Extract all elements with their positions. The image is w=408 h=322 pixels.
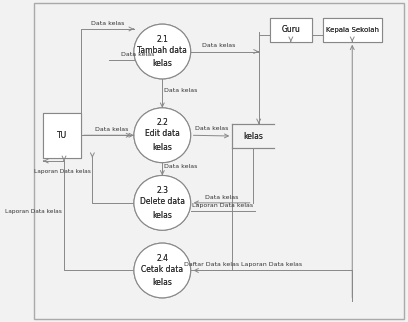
Text: Data kelas: Data kelas <box>121 52 154 57</box>
Bar <box>323 18 381 42</box>
Ellipse shape <box>134 243 191 298</box>
Text: Laporan Data kelas: Laporan Data kelas <box>33 169 91 174</box>
Text: Data kelas: Data kelas <box>95 127 128 132</box>
Text: Data kelas: Data kelas <box>164 88 197 93</box>
Bar <box>270 18 312 42</box>
Ellipse shape <box>134 24 191 79</box>
Text: 2.4: 2.4 <box>156 254 168 263</box>
Text: TU: TU <box>57 131 67 140</box>
Text: 2.3: 2.3 <box>156 186 168 195</box>
Text: Guru: Guru <box>282 25 300 34</box>
Text: kelas: kelas <box>152 278 172 287</box>
Ellipse shape <box>134 175 191 230</box>
Text: Guru: Guru <box>282 25 300 34</box>
Text: Tambah data: Tambah data <box>137 46 187 55</box>
Ellipse shape <box>134 108 191 163</box>
Text: 2.4: 2.4 <box>156 254 168 263</box>
Text: kelas: kelas <box>243 132 263 140</box>
Bar <box>43 113 81 158</box>
Text: 2.1: 2.1 <box>156 35 168 44</box>
Ellipse shape <box>134 24 191 79</box>
Text: 2.3: 2.3 <box>156 186 168 195</box>
Text: Cetak data: Cetak data <box>141 265 183 274</box>
Text: Cetak data: Cetak data <box>141 265 183 274</box>
Text: Edit data: Edit data <box>145 129 180 138</box>
Text: kelas: kelas <box>152 211 172 220</box>
Ellipse shape <box>134 108 191 163</box>
Text: Laporan Data kelas: Laporan Data kelas <box>192 204 253 209</box>
Text: TU: TU <box>57 131 67 140</box>
Text: 2.2: 2.2 <box>156 118 168 128</box>
Text: Data kelas: Data kelas <box>205 194 239 200</box>
Text: Kepala Sekolah: Kepala Sekolah <box>326 27 379 33</box>
Text: kelas: kelas <box>152 211 172 220</box>
Bar <box>43 113 81 158</box>
Text: Data kelas: Data kelas <box>91 21 124 26</box>
Text: Edit data: Edit data <box>145 129 180 138</box>
Text: 2.1: 2.1 <box>156 35 168 44</box>
Text: kelas: kelas <box>152 59 172 68</box>
Ellipse shape <box>134 175 191 230</box>
Text: Data kelas: Data kelas <box>202 43 236 48</box>
Text: kelas: kelas <box>152 278 172 287</box>
Ellipse shape <box>134 243 191 298</box>
Text: kelas: kelas <box>152 143 172 152</box>
Text: Laporan Data kelas: Laporan Data kelas <box>241 262 302 267</box>
Text: kelas: kelas <box>243 132 263 140</box>
Text: Laporan Data kelas: Laporan Data kelas <box>5 209 62 214</box>
Bar <box>270 18 312 42</box>
Text: kelas: kelas <box>152 59 172 68</box>
Text: Tambah data: Tambah data <box>137 46 187 55</box>
Text: Data kelas: Data kelas <box>195 126 228 131</box>
Text: Data kelas: Data kelas <box>164 164 197 169</box>
Text: kelas: kelas <box>152 143 172 152</box>
Text: Delete data: Delete data <box>140 197 185 206</box>
Text: Kepala Sekolah: Kepala Sekolah <box>326 27 379 33</box>
Text: 2.2: 2.2 <box>156 118 168 128</box>
Text: Delete data: Delete data <box>140 197 185 206</box>
Text: Daftar Data kelas: Daftar Data kelas <box>184 262 239 267</box>
Bar <box>323 18 381 42</box>
